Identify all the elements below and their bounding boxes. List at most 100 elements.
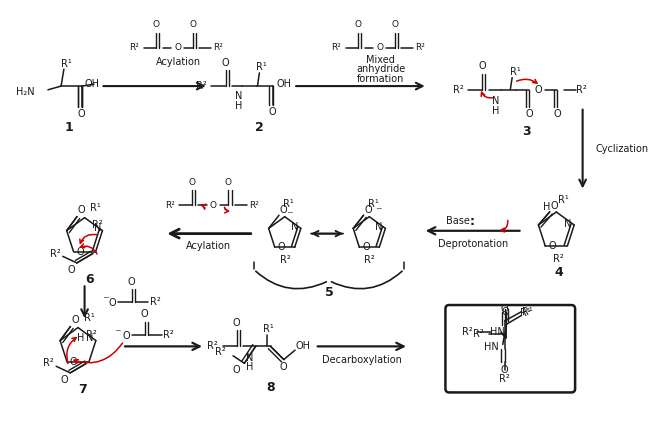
Text: OH: OH [276,79,291,89]
Text: R²: R² [92,220,103,230]
Text: 8: 8 [266,381,275,394]
Text: O: O [362,242,370,252]
Text: O: O [478,61,486,71]
Text: O: O [189,20,196,30]
Text: O: O [280,362,287,372]
Text: O: O [78,205,86,215]
Text: O: O [109,298,116,308]
Text: O: O [141,310,149,319]
Text: R²: R² [207,341,218,351]
Text: 5: 5 [324,286,333,299]
Text: N: N [86,333,93,343]
Text: R²: R² [577,85,587,95]
Text: ⁻: ⁻ [286,209,292,222]
Text: R²: R² [415,43,425,52]
Text: H: H [246,362,254,372]
Text: 2: 2 [255,121,264,134]
Text: O: O [365,205,372,215]
Text: R²: R² [86,330,97,340]
Text: 7: 7 [78,383,87,396]
Text: H₂N: H₂N [16,87,34,97]
Text: N: N [246,353,254,363]
Text: 6: 6 [85,273,94,286]
Text: O: O [502,307,510,317]
Text: O: O [354,20,361,30]
Text: O: O [70,357,77,367]
Text: O: O [500,365,508,375]
Text: Base: Base [446,216,469,226]
Text: R¹: R¹ [61,59,72,70]
Text: Deprotonation: Deprotonation [437,239,508,249]
Text: O: O [268,107,276,117]
Text: O: O [548,241,556,251]
Text: O: O [68,265,75,276]
Text: anhydride: anhydride [356,64,405,74]
Text: ⁻: ⁻ [376,206,382,218]
Text: N: N [94,223,101,233]
Text: H: H [493,106,500,115]
Text: OH: OH [84,79,99,89]
Text: O: O [174,43,181,52]
Text: H: H [77,333,84,343]
Text: HN: HN [489,327,504,337]
Text: O: O [525,109,533,119]
Text: R¹: R¹ [84,313,95,323]
Text: ⁻: ⁻ [102,294,109,307]
Text: N: N [375,221,382,232]
Text: O: O [122,331,130,341]
Text: R²: R² [165,201,175,210]
Text: N: N [564,219,571,229]
Text: O: O [225,179,232,187]
Text: Decarboxylation: Decarboxylation [322,355,402,365]
Text: R²: R² [473,329,484,339]
Text: R²: R² [44,358,54,368]
Text: R²: R² [332,43,341,52]
Text: R²: R² [499,374,510,384]
Text: R¹: R¹ [283,198,294,209]
Text: O: O [280,205,287,215]
Text: R¹: R¹ [368,198,378,209]
Text: OH: OH [295,341,310,351]
Text: O: O [233,365,240,375]
Text: Cyclization: Cyclization [596,144,649,154]
Text: R²: R² [50,248,60,259]
Text: O: O [278,242,285,252]
Text: N: N [235,92,242,101]
Text: O: O [553,109,561,119]
Text: O: O [391,20,398,30]
Text: R¹: R¹ [520,309,530,318]
Text: 1: 1 [64,121,73,134]
Text: R²: R² [249,201,259,210]
Text: H: H [543,202,551,212]
Text: O: O [153,20,159,30]
Text: R²: R² [365,255,375,265]
Text: 3: 3 [522,125,530,138]
Text: :: : [469,215,474,228]
Text: R¹: R¹ [558,195,569,205]
Text: R¹: R¹ [522,307,532,317]
Text: R²: R² [163,330,174,340]
Text: O: O [233,318,240,328]
Text: O: O [222,58,229,67]
Text: O: O [72,315,79,325]
Text: O: O [61,375,68,385]
Text: R²: R² [452,85,463,95]
Text: R¹: R¹ [263,324,274,335]
Text: O: O [500,304,508,314]
Text: Acylation: Acylation [156,57,201,67]
Text: O: O [78,109,86,119]
Text: R²: R² [150,297,161,307]
Text: Acylation: Acylation [186,241,231,251]
Text: H: H [235,101,242,111]
Text: R²: R² [129,43,139,52]
Text: R¹: R¹ [90,203,101,213]
Text: O: O [376,43,383,52]
Text: R¹: R¹ [510,67,521,77]
Text: Mixed: Mixed [366,55,395,65]
Text: O: O [210,201,217,210]
Text: formation: formation [357,73,404,84]
Text: R²: R² [214,347,226,357]
Text: O: O [128,276,135,287]
Text: O: O [551,201,558,211]
Text: ⁻: ⁻ [114,327,121,340]
